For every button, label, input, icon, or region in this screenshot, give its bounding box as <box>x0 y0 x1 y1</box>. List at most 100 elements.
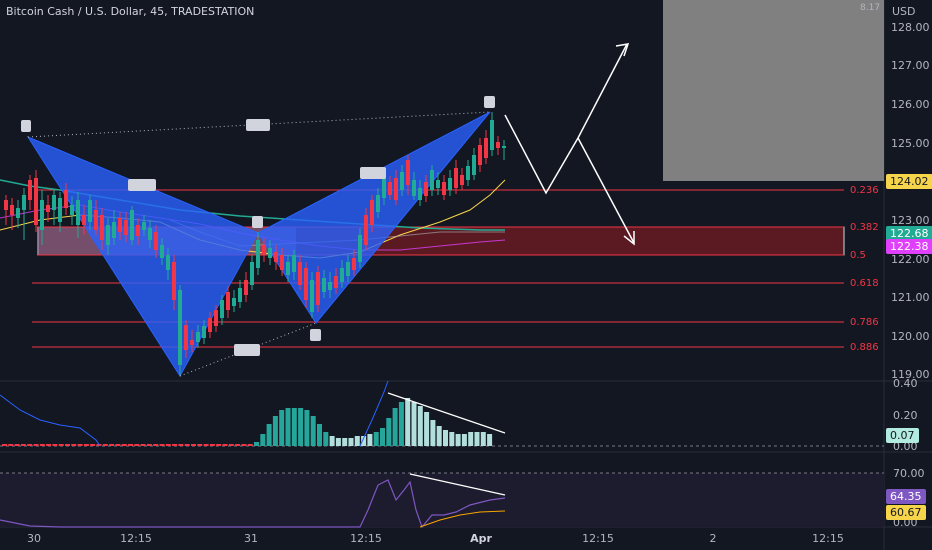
measure-box[interactable] <box>663 0 884 181</box>
candle-body <box>238 288 242 302</box>
osc-bar <box>317 424 322 446</box>
candle-body <box>262 245 266 255</box>
chart-title: Bitcoin Cash / U.S. Dollar, 45, TRADESTA… <box>6 5 255 18</box>
osc-bar <box>165 444 171 446</box>
osc-bar <box>298 408 304 446</box>
osc-divergence-line[interactable] <box>387 392 506 434</box>
fib-label-05: 0.5 <box>850 250 866 261</box>
osc-bar <box>83 444 89 446</box>
osc-bar <box>134 444 140 446</box>
candle-body <box>418 188 422 200</box>
candle-body <box>136 225 140 236</box>
candle-body <box>424 182 428 196</box>
candle-body <box>412 180 416 196</box>
currency-label: USD <box>892 5 916 18</box>
candle-body <box>112 222 116 238</box>
fib-label-0382: 0.382 <box>850 222 879 233</box>
osc-bar <box>90 444 96 446</box>
candle-body <box>490 120 494 150</box>
candle-body <box>4 200 8 210</box>
time-tick: 12:15 <box>350 532 382 545</box>
osc-bar <box>102 444 108 446</box>
candle-body <box>76 200 80 225</box>
rsi-ma-value-badge: 60.67 <box>886 505 926 520</box>
osc-bar <box>146 444 152 446</box>
ratio-marker-ac <box>234 344 260 356</box>
candle-body <box>394 178 398 200</box>
candle-body <box>34 178 38 225</box>
osc-histogram[interactable] <box>2 398 493 446</box>
pattern-triangle-xab[interactable] <box>26 135 259 377</box>
osc-bar <box>241 444 247 446</box>
candle-body <box>388 182 392 195</box>
osc-bar <box>128 444 133 446</box>
pattern-markers[interactable] <box>21 96 495 356</box>
osc-bar <box>329 436 335 446</box>
osc-bar <box>14 444 20 446</box>
osc-bar <box>380 428 385 446</box>
osc-bar <box>455 434 461 446</box>
osc-bar <box>398 402 404 446</box>
candle-body <box>358 235 362 262</box>
time-tick: Apr <box>470 532 492 545</box>
osc-bar <box>361 436 367 446</box>
point-b-marker <box>252 216 263 228</box>
arrow-head-up <box>615 43 630 57</box>
osc-bar <box>247 444 253 446</box>
price-tick: 127.00 <box>891 59 930 72</box>
osc-bar <box>228 444 234 446</box>
fib-label-0236: 0.236 <box>850 185 879 196</box>
candle-body <box>376 195 380 212</box>
candle-body <box>214 310 218 326</box>
candle-body <box>52 195 56 210</box>
projection-path-down <box>577 137 635 244</box>
osc-bar <box>197 444 203 446</box>
osc-bar <box>77 444 83 446</box>
candle-body <box>478 145 482 165</box>
candle-body <box>382 175 386 198</box>
candle-body <box>274 252 278 262</box>
osc-bar <box>140 444 146 446</box>
candle-body <box>226 292 230 310</box>
arrow-head-down <box>623 231 635 246</box>
price-tick: 122.00 <box>891 253 930 266</box>
candle-body <box>406 160 410 185</box>
candle-body <box>28 180 32 200</box>
osc-bar <box>235 444 241 446</box>
candle-body <box>124 220 128 235</box>
candle-body <box>178 290 182 365</box>
osc-bar <box>342 438 348 446</box>
candle-body <box>100 215 104 240</box>
osc-bar <box>52 444 58 446</box>
rsi-divergence-line[interactable] <box>409 473 506 496</box>
candle-body <box>40 200 44 230</box>
osc-bar <box>405 398 411 446</box>
rsi-value-badge: 64.35 <box>886 489 926 504</box>
candles[interactable] <box>4 112 506 375</box>
candle-body <box>250 262 254 285</box>
osc-bar <box>436 426 442 446</box>
candle-body <box>436 180 440 188</box>
candle-body <box>94 210 98 230</box>
osc-tick: 0.40 <box>893 377 918 390</box>
osc-bar <box>222 444 228 446</box>
osc-bar <box>285 408 291 446</box>
time-tick: 12:15 <box>120 532 152 545</box>
osc-bar <box>480 432 486 446</box>
osc-bar <box>191 444 196 446</box>
candle-body <box>154 232 158 250</box>
osc-bar <box>310 416 316 446</box>
candle-body <box>58 198 62 222</box>
projection-path-up <box>504 43 628 195</box>
projection-arrows[interactable] <box>504 43 635 246</box>
candle-body <box>316 272 320 305</box>
candle-body <box>22 195 26 210</box>
osc-bar <box>254 442 259 446</box>
candle-body <box>484 138 488 158</box>
rsi-line <box>0 479 506 529</box>
osc-bar <box>386 418 392 446</box>
ratio-marker-xd <box>246 119 270 131</box>
price-tick: 120.00 <box>891 330 930 343</box>
rsi-ma-line <box>419 510 506 528</box>
